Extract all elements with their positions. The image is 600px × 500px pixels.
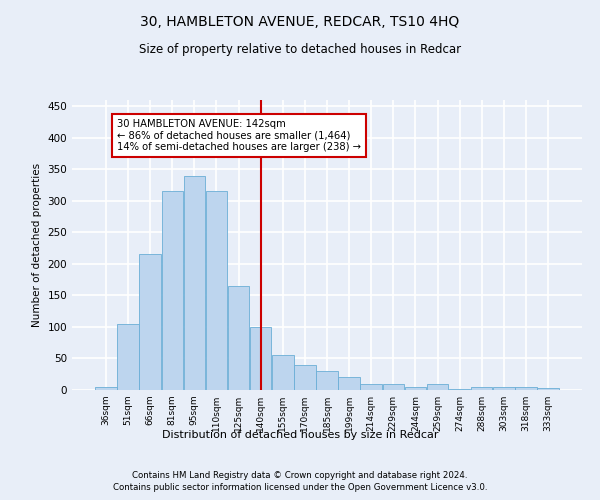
Bar [117, 324, 139, 390]
Text: Distribution of detached houses by size in Redcar: Distribution of detached houses by size … [162, 430, 438, 440]
Bar [316, 371, 338, 390]
Bar [139, 254, 161, 390]
Bar [427, 384, 448, 390]
Bar [294, 365, 316, 390]
Bar [250, 327, 271, 390]
Text: 30 HAMBLETON AVENUE: 142sqm
← 86% of detached houses are smaller (1,464)
14% of : 30 HAMBLETON AVENUE: 142sqm ← 86% of det… [117, 119, 361, 152]
Text: Contains public sector information licensed under the Open Government Licence v3: Contains public sector information licen… [113, 484, 487, 492]
Text: Contains HM Land Registry data © Crown copyright and database right 2024.: Contains HM Land Registry data © Crown c… [132, 471, 468, 480]
Bar [161, 192, 183, 390]
Bar [405, 387, 426, 390]
Bar [361, 384, 382, 390]
Bar [383, 384, 404, 390]
Bar [206, 192, 227, 390]
Bar [272, 356, 293, 390]
Bar [95, 387, 116, 390]
Y-axis label: Number of detached properties: Number of detached properties [32, 163, 42, 327]
Bar [184, 176, 205, 390]
Bar [471, 387, 493, 390]
Text: 30, HAMBLETON AVENUE, REDCAR, TS10 4HQ: 30, HAMBLETON AVENUE, REDCAR, TS10 4HQ [140, 15, 460, 29]
Text: Size of property relative to detached houses in Redcar: Size of property relative to detached ho… [139, 42, 461, 56]
Bar [493, 387, 515, 390]
Bar [338, 378, 360, 390]
Bar [538, 388, 559, 390]
Bar [515, 387, 537, 390]
Bar [228, 286, 249, 390]
